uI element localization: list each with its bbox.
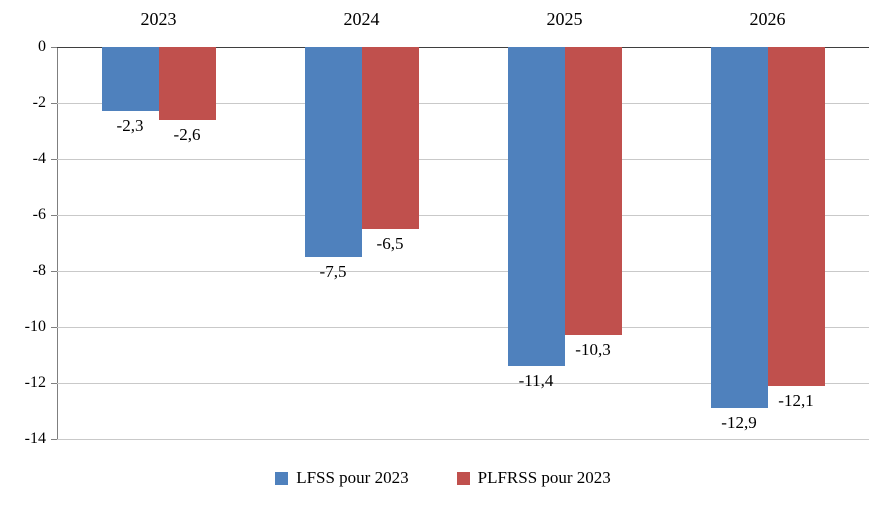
gridline [57,327,869,328]
legend: LFSS pour 2023 PLFRSS pour 2023 [0,468,886,488]
bar-value-label: -10,3 [575,340,611,360]
y-tick-label: -10 [24,318,46,335]
y-axis-line [57,47,58,440]
bar-series0-2023 [101,47,159,112]
gridline [57,215,869,216]
legend-swatch-plfrss [456,471,470,485]
y-tick-label: -8 [32,262,46,279]
y-tick-label: 0 [38,38,46,55]
category-label: 2025 [546,9,583,29]
plot-area: -2,3 -2,6 -7,5 -6,5 -11,4 -10,3 -12,9 -12,1 [57,47,869,440]
y-tick-label: -4 [32,150,46,167]
category-label: 2026 [749,9,786,29]
legend-item-plfrss: PLFRSS pour 2023 [456,468,611,488]
y-axis-tick [51,103,57,104]
y-axis-tick [51,159,57,160]
bar-value-label: -2,6 [173,124,201,144]
category-label: 2023 [140,9,177,29]
bar-value-label: -7,5 [319,262,347,281]
bar-series0-2025 [507,47,565,367]
bar-series1-2023 [158,47,216,120]
bar-series0-2024 [304,47,362,257]
gridline [57,383,869,384]
gridline [57,439,869,440]
legend-swatch-lfss [275,471,289,485]
y-tick-label: -2 [32,94,46,111]
y-tick-label: -6 [32,206,46,223]
legend-item-lfss: LFSS pour 2023 [275,468,409,488]
y-axis-tick [51,439,57,440]
y-tick-label: -12 [24,374,46,391]
gridline [57,271,869,272]
bar-value-label: -12,9 [721,413,757,433]
y-axis-tick [51,271,57,272]
bar-series1-2026 [767,47,825,386]
legend-label-plfrss: PLFRSS pour 2023 [477,468,611,487]
gridline [57,103,869,104]
gridline [57,159,869,160]
bar-value-label: -11,4 [518,371,554,391]
bar-series1-2024 [361,47,419,229]
y-axis-tick [51,47,57,48]
category-label: 2024 [343,9,380,29]
bar-series1-2025 [564,47,622,336]
bar-value-label: -12,1 [778,390,814,410]
bar-value-label: -6,5 [376,234,404,253]
bar-series0-2026 [710,47,768,409]
legend-label-lfss: LFSS pour 2023 [296,468,409,487]
y-axis-tick [51,383,57,384]
y-axis-tick [51,327,57,328]
y-axis-tick [51,215,57,216]
bar-value-label: -2,3 [116,116,144,136]
zero-line [57,47,869,48]
y-tick-label: -14 [24,430,46,447]
